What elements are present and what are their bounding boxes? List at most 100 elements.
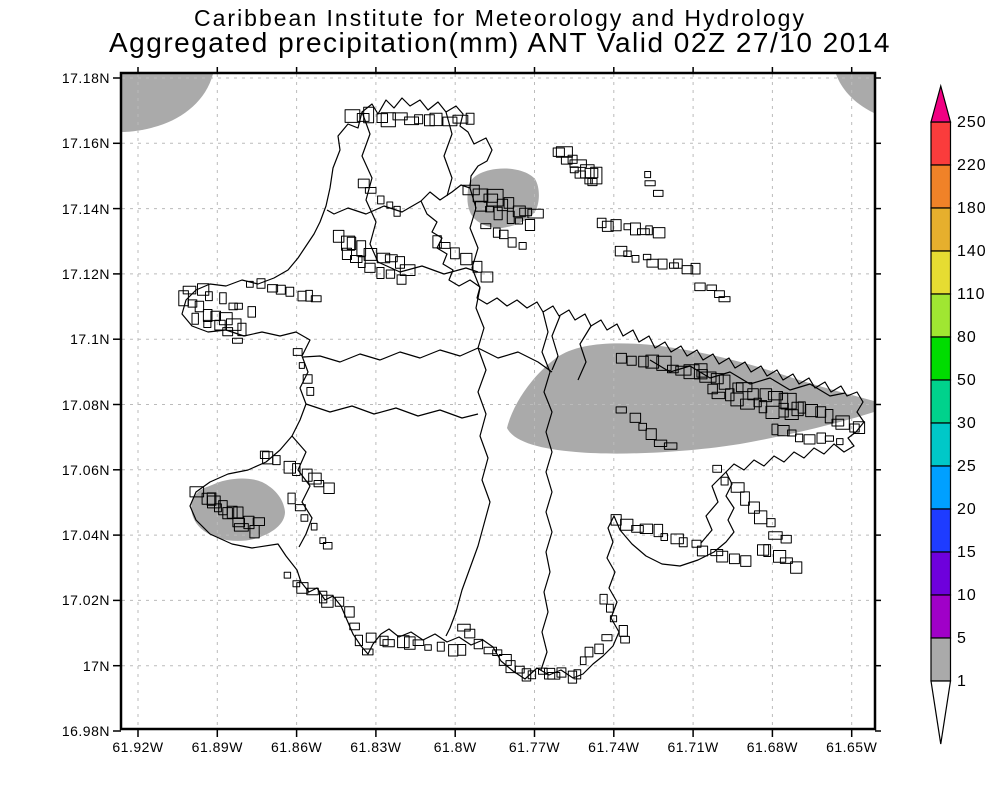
subcatchment-polygon bbox=[569, 166, 579, 174]
x-tick-label: 61.65W bbox=[826, 739, 878, 755]
subcatchment-polygon bbox=[386, 201, 394, 209]
subcatchment-polygon bbox=[644, 180, 656, 187]
subcatchment-polygon bbox=[690, 262, 701, 275]
subcatchment-polygon bbox=[584, 167, 599, 179]
subcatchment-polygon bbox=[310, 522, 318, 531]
y-tick-label: 17N bbox=[82, 657, 110, 674]
subcatchment-polygon bbox=[275, 284, 286, 295]
subcatchment-polygon bbox=[267, 284, 279, 293]
subcatchment-polygon bbox=[787, 429, 797, 437]
subcatchment-polygon bbox=[599, 593, 608, 605]
subcatchment-polygon bbox=[638, 355, 649, 368]
subcatchment-polygon bbox=[376, 113, 388, 123]
color-scale-segment bbox=[930, 422, 952, 467]
subcatchment-polygon bbox=[626, 355, 637, 366]
subcatchment-polygon bbox=[243, 515, 255, 530]
subcatchment-polygon bbox=[205, 291, 213, 302]
subcatchment-polygon bbox=[675, 365, 692, 376]
subcatchment-polygon bbox=[404, 116, 420, 126]
y-tick-label: 17.14N bbox=[61, 200, 110, 217]
subcatchment-polygon bbox=[729, 553, 740, 565]
subcatchment-polygon bbox=[527, 670, 537, 680]
y-tick-label: 17.04N bbox=[61, 527, 110, 544]
color-scale-segment bbox=[930, 207, 952, 252]
subcatchment-polygon bbox=[237, 322, 247, 337]
subcatchment-polygon bbox=[609, 615, 618, 623]
subcatchment-polygon bbox=[584, 646, 594, 658]
subcatchment-polygon bbox=[670, 533, 684, 545]
subcatchment-polygon bbox=[392, 112, 408, 121]
subcatchment-polygon bbox=[555, 146, 573, 158]
subcatchment-polygon bbox=[754, 510, 768, 525]
x-tick-label: 61.68W bbox=[746, 739, 799, 755]
subcatchment-polygon bbox=[521, 668, 532, 682]
subcatchment-polygon bbox=[615, 406, 627, 414]
subcatchment-polygon bbox=[310, 295, 322, 303]
subcatchment-polygon bbox=[620, 635, 630, 644]
color-scale-label: 20 bbox=[957, 501, 977, 518]
subcatchment-polygon bbox=[594, 643, 604, 655]
subcatchment-polygon bbox=[596, 217, 607, 229]
subcatchment-polygon bbox=[219, 292, 227, 305]
subcatchment-polygon bbox=[849, 423, 860, 433]
subcatchment-polygon bbox=[344, 109, 361, 123]
subcatchment-polygon bbox=[334, 596, 345, 607]
subcatchment-polygon bbox=[653, 523, 664, 538]
subcatchment-polygon bbox=[308, 472, 322, 485]
subcatchment-polygon bbox=[718, 374, 731, 390]
subcatchment-polygon bbox=[319, 590, 328, 604]
subcatchment-polygon bbox=[673, 258, 683, 269]
subcatchment-polygon bbox=[194, 300, 205, 313]
subcatchment-polygon bbox=[712, 464, 722, 473]
subcatchment-polygon bbox=[696, 369, 708, 378]
subcatchment-polygon bbox=[350, 255, 363, 263]
subcatchment-polygon bbox=[610, 514, 622, 526]
subcatchment-polygon bbox=[618, 625, 628, 637]
subcatchment-polygon bbox=[354, 634, 363, 647]
subcatchment-polygon bbox=[226, 505, 238, 519]
subcatchment-polygon bbox=[790, 561, 803, 574]
subcatchment-polygon bbox=[573, 669, 582, 680]
subcatchment-polygon bbox=[660, 533, 668, 541]
subcatchment-polygon bbox=[189, 486, 205, 498]
y-tick-label: 17.16N bbox=[61, 135, 110, 152]
subcatchment-polygon bbox=[465, 112, 475, 125]
subcatchment-polygon bbox=[601, 634, 613, 642]
subcatchment-polygon bbox=[720, 476, 729, 486]
subcatchment-polygon bbox=[707, 383, 718, 395]
subcatchment-polygon bbox=[432, 235, 442, 249]
color-scale-segment bbox=[930, 293, 952, 338]
subcatchment-polygon bbox=[519, 207, 533, 217]
x-tick-label: 61.74W bbox=[588, 739, 640, 755]
subcatchment-polygon bbox=[831, 418, 845, 427]
subcatchment-polygon bbox=[377, 195, 385, 205]
subcatchment-polygon bbox=[464, 628, 476, 639]
subcatchment-polygon bbox=[631, 255, 640, 263]
subcatchment-polygon bbox=[424, 644, 432, 651]
subcatchment-polygon bbox=[397, 635, 410, 649]
subcatchment-polygon bbox=[298, 362, 305, 369]
subcatchment-polygon bbox=[623, 223, 632, 231]
subcatchment-polygon bbox=[694, 282, 706, 292]
subcatchment-polygon bbox=[283, 571, 292, 579]
subcatchment-polygon bbox=[492, 649, 503, 657]
subcatchment-polygon bbox=[485, 205, 494, 213]
subcatchment-polygon bbox=[472, 260, 483, 273]
color-scale-segment bbox=[930, 121, 952, 166]
subcatchment-polygon bbox=[716, 550, 729, 563]
precip-shaded-areas bbox=[121, 74, 874, 541]
color-scale-below-arrow bbox=[930, 680, 952, 745]
subcatchment-polygon bbox=[319, 537, 327, 544]
subcatchment-polygon bbox=[457, 623, 471, 632]
subcatchment-polygon bbox=[203, 319, 212, 328]
subcatchment-polygon bbox=[206, 492, 217, 506]
subcatchment-polygon bbox=[283, 460, 297, 474]
subcatchment-polygon bbox=[836, 438, 844, 446]
subcatchment-polygon bbox=[587, 178, 598, 187]
subcatchment-polygon bbox=[506, 210, 515, 224]
subcatchment-polygon bbox=[197, 283, 210, 296]
subcatchment-polygon bbox=[657, 258, 668, 270]
y-tick-label: 17.12N bbox=[61, 265, 110, 282]
subcatchment-polygon bbox=[393, 205, 401, 217]
x-tick-label: 61.83W bbox=[350, 739, 402, 755]
